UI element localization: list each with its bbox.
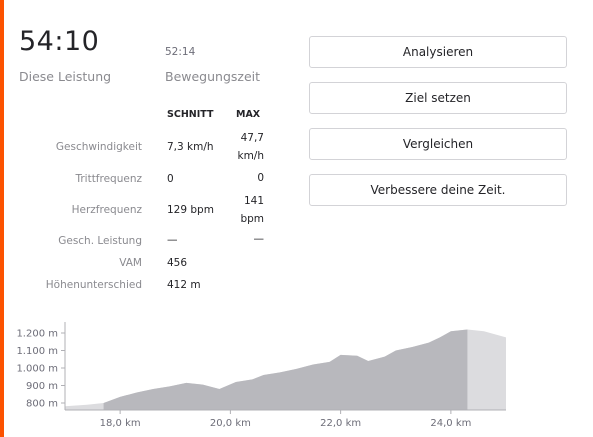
y-tick-label: 1.000 m: [16, 364, 58, 375]
accent-bar: [0, 0, 4, 437]
elevation-chart[interactable]: 800 m 900 m 1.000 m 1.100 m 1.200 m 18,0 km 20…: [0, 318, 593, 437]
cadence-avg: 0: [167, 173, 174, 185]
set-goal-button[interactable]: Ziel setzen: [309, 82, 567, 114]
y-tick-label: 900 m: [26, 381, 58, 392]
power-avg: —: [167, 234, 178, 246]
power-label: Gesch. Leistung: [58, 235, 142, 247]
vam-label: VAM: [119, 257, 142, 269]
improve-time-button[interactable]: Verbessere deine Zeit.: [309, 174, 567, 206]
y-tick-label: 1.100 m: [16, 346, 58, 357]
heart-rate-max: 141 bpm: [240, 195, 264, 225]
power-max: —: [253, 233, 265, 245]
moving-label: Bewegungszeit: [165, 69, 261, 84]
max-header: MAX: [236, 109, 261, 120]
avg-header: SCHNITT: [167, 109, 214, 120]
y-tick-label: 1.200 m: [16, 329, 58, 340]
vam-avg: 456: [167, 257, 188, 269]
elapsed-time: 54:10: [19, 26, 100, 57]
compare-button[interactable]: Vergleichen: [309, 128, 567, 160]
analyze-button[interactable]: Analysieren: [309, 36, 567, 68]
speed-max: 47,7 km/h: [237, 132, 264, 162]
cadence-max: 0: [257, 172, 264, 184]
x-tick-label: 18,0 km: [100, 418, 141, 429]
x-tick-label: 22,0 km: [320, 418, 361, 429]
elapsed-label: Diese Leistung: [19, 69, 112, 84]
elevation-label: Höhenunterschied: [45, 279, 142, 291]
speed-avg: 7,3 km/h: [167, 141, 214, 153]
x-tick-label: 24,0 km: [430, 418, 471, 429]
speed-label: Geschwindigkeit: [55, 141, 142, 153]
x-tick-label: 20,0 km: [210, 418, 251, 429]
heart-rate-avg: 129 bpm: [167, 204, 214, 216]
heart-rate-label: Herzfrequenz: [71, 204, 142, 216]
elevation-area-segment: [103, 329, 468, 410]
moving-time: 52:14: [165, 46, 196, 58]
y-tick-label: 800 m: [26, 399, 58, 410]
elevation-avg: 412 m: [167, 279, 201, 291]
cadence-label: Trittfrequenz: [75, 173, 142, 185]
